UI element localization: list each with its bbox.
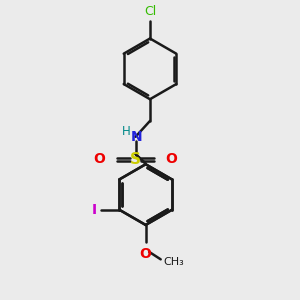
Text: O: O xyxy=(166,152,178,166)
Text: Cl: Cl xyxy=(144,5,156,18)
Text: H: H xyxy=(122,125,131,138)
Text: O: O xyxy=(94,152,106,166)
Text: CH₃: CH₃ xyxy=(164,257,184,267)
Text: I: I xyxy=(92,203,97,217)
Text: O: O xyxy=(140,247,152,261)
Text: N: N xyxy=(130,130,142,144)
Text: S: S xyxy=(130,152,141,167)
